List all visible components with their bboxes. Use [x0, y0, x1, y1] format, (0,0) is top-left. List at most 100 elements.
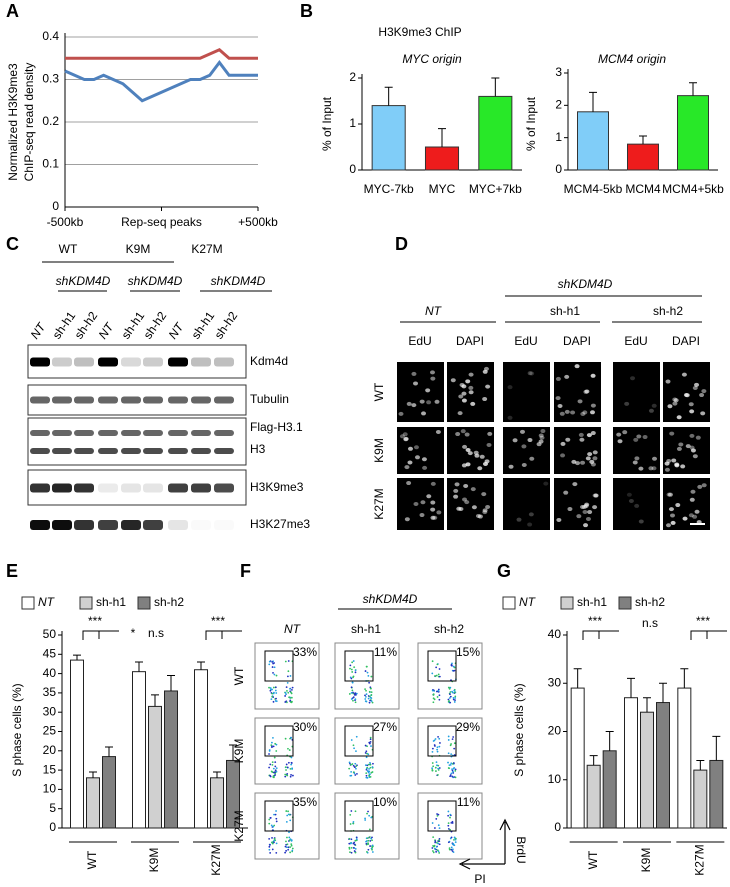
- bar: [656, 702, 670, 829]
- flow-event: [287, 747, 289, 750]
- nucleus: [634, 456, 640, 461]
- flow-event: [365, 842, 368, 845]
- gate: [427, 800, 457, 832]
- nucleus: [413, 381, 419, 386]
- flow-event: [431, 847, 434, 849]
- lane-label: NT: [96, 319, 118, 342]
- nucleus: [633, 437, 639, 442]
- nucleus: [468, 390, 474, 395]
- flow-event: [351, 661, 354, 664]
- nucleus: [482, 508, 488, 513]
- flow-event: [368, 690, 371, 693]
- flow-event: [435, 666, 438, 669]
- blot-band: [52, 448, 72, 454]
- legend-label: sh-h1: [96, 595, 126, 609]
- flow-event: [287, 670, 290, 673]
- flow-event: [291, 688, 293, 691]
- flow-event: [364, 764, 367, 767]
- flow-event: [371, 771, 374, 773]
- nucleus: [519, 429, 525, 434]
- blot-band: [74, 430, 94, 436]
- flow-event: [284, 701, 287, 703]
- nucleus: [672, 401, 678, 406]
- flow-event: [352, 699, 354, 702]
- nucleus: [461, 384, 467, 389]
- y-axis-label: Normalized H3K9me3: [6, 63, 20, 181]
- flow-event: [352, 820, 355, 823]
- nucleus: [430, 515, 436, 520]
- nucleus: [529, 456, 535, 461]
- nucleus: [680, 464, 686, 469]
- flow-event: [354, 694, 357, 696]
- nucleus: [560, 453, 566, 458]
- flow-event: [273, 662, 276, 664]
- flow-event: [454, 770, 457, 772]
- nucleus: [436, 510, 442, 515]
- flow-event: [275, 674, 278, 677]
- nucleus: [622, 430, 628, 435]
- flow-event: [352, 744, 355, 747]
- blot-band: [98, 357, 118, 367]
- flow-event: [288, 831, 290, 834]
- bar: [210, 777, 224, 829]
- nucleus: [474, 453, 480, 458]
- flow-event: [288, 839, 291, 842]
- nucleus: [413, 501, 419, 506]
- nucleus: [684, 393, 690, 398]
- micrograph: [447, 478, 494, 530]
- flow-event: [350, 838, 353, 841]
- flow-event: [284, 737, 287, 740]
- flow-event: [437, 688, 440, 691]
- nucleus: [419, 399, 425, 404]
- flow-event: [286, 836, 288, 839]
- nucleus: [694, 382, 700, 387]
- flow-event: [291, 849, 294, 852]
- nucleus: [528, 512, 534, 517]
- row-label: WT: [372, 382, 386, 401]
- flow-plot: [254, 642, 320, 710]
- nucleus: [670, 513, 676, 518]
- flow-event: [368, 742, 371, 745]
- flow-event: [271, 746, 273, 749]
- flow-event: [268, 848, 271, 851]
- nucleus: [430, 376, 436, 381]
- y-tick-label: 3: [555, 65, 562, 79]
- error-bar: [696, 759, 705, 771]
- y-tick-label: 10: [43, 782, 57, 796]
- nucleus: [421, 457, 427, 462]
- nucleus: [398, 411, 404, 416]
- flow-event: [286, 701, 288, 704]
- panel-letter: E: [6, 561, 18, 581]
- nucleus: [652, 456, 658, 461]
- gate: [264, 800, 294, 832]
- flow-event: [436, 663, 439, 666]
- band-label: H3K27me3: [250, 517, 310, 531]
- bar: [640, 711, 654, 829]
- nucleus: [580, 460, 586, 465]
- nucleus: [582, 410, 588, 415]
- flow-event: [270, 698, 273, 701]
- blot-band: [98, 483, 118, 493]
- flow-event: [436, 696, 439, 698]
- flow-event: [287, 660, 290, 662]
- flow-event: [274, 686, 277, 689]
- micrograph: [663, 427, 710, 474]
- x-tick-label: K9M: [147, 848, 161, 873]
- genotype-label: WT: [59, 242, 78, 256]
- nucleus: [624, 401, 630, 406]
- nucleus: [430, 507, 436, 512]
- flow-event: [431, 747, 434, 750]
- flow-event: [438, 767, 441, 769]
- flow-event: [354, 851, 357, 854]
- blot-band: [191, 448, 211, 454]
- y-tick-label: 0: [52, 199, 59, 213]
- bar: [478, 95, 513, 171]
- gate: [427, 650, 457, 682]
- flow-event: [348, 842, 351, 845]
- flow-event: [289, 675, 292, 677]
- bar: [627, 143, 659, 171]
- nucleus: [461, 391, 467, 396]
- y-tick-label: 10: [548, 772, 562, 786]
- legend-label: sh-h2: [635, 595, 665, 609]
- flow-event: [435, 770, 437, 772]
